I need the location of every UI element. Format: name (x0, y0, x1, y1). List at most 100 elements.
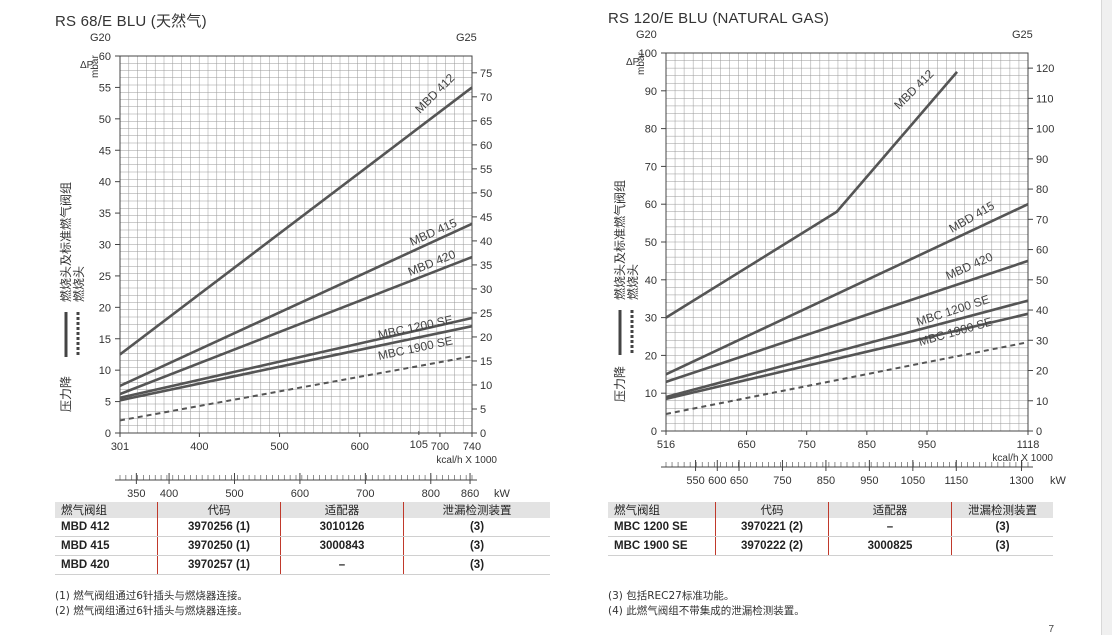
x-axis: 516 650 750 850 950 105 1118 (410, 431, 1040, 451)
legend-solid-label: 燃烧头及标准燃气阀组 (612, 180, 627, 300)
x2-tick-label: 600 (708, 475, 726, 487)
cell-valve: MBD 415 (55, 536, 158, 556)
x2-tick-label: 800 (422, 488, 440, 500)
right-chart-title: RS 120/E BLU (NATURAL GAS) (608, 10, 830, 27)
x-tick-label: 950 (918, 439, 936, 451)
y-axis: 0 10 20 30 40 50 60 70 80 90 100 (639, 48, 666, 438)
y-tick-label: 10 (645, 388, 657, 400)
legend-dashed-label: 燃烧头 (71, 266, 86, 302)
y2-tick-label: 25 (480, 308, 492, 320)
y2-tick-label: 60 (1036, 245, 1048, 257)
legend-dashed-label: 燃烧头 (625, 264, 640, 300)
cell-code: 3970256 (1) (157, 518, 281, 537)
left-chart: 0510152025303540455055600510152025303540… (58, 32, 511, 500)
y2-tick-label: 55 (480, 164, 492, 176)
table-row: MBD 415 3970250 (1) 3000843 (3) (55, 536, 550, 556)
x2-tick-label: 850 (817, 475, 835, 487)
cell-code: 3970257 (1) (157, 555, 281, 575)
x2-tick-label: 350 (127, 488, 145, 500)
y-tick-label: 0 (105, 428, 111, 440)
left-note-1: (1) 燃气阀组通过6针插头与燃烧器连接。 (55, 590, 248, 602)
y2-tick-label: 20 (1036, 366, 1048, 378)
x2-axis: 350 400 500 600 700 800 860 (115, 473, 479, 500)
y-tick-label: 15 (99, 334, 111, 346)
y2-tick-label: 90 (1036, 154, 1048, 166)
x2-tick-label: 600 (291, 488, 309, 500)
y2-tick-label: 20 (480, 332, 492, 344)
y2-tick-label: 0 (480, 428, 486, 440)
x-axis-title: kcal/h X 1000 (436, 455, 497, 466)
y2-tick-label: 50 (1036, 275, 1048, 287)
series-line-mbd-412 (665, 71, 959, 319)
y-tick-label: 40 (645, 275, 657, 287)
dp-label: ΔP (626, 57, 640, 68)
cell-valve: MBC 1200 SE (608, 518, 716, 537)
y2-tick-label: 120 (1036, 63, 1054, 75)
y-tick-label: 80 (645, 124, 657, 136)
cell-valve: MBD 420 (55, 555, 158, 575)
cell-leak: (3) (403, 555, 550, 575)
table-header-row: 燃气阀组 代码 适配器 泄漏检测装置 (55, 502, 550, 518)
header-adapter: 适配器 (828, 502, 952, 518)
y-tick-label: 30 (645, 313, 657, 325)
cell-leak: (3) (403, 518, 550, 537)
right-note-3: (3) 包括REC27标准功能。 (608, 590, 735, 602)
x-tick-label: 105 (410, 439, 428, 451)
g20-label: G20 (90, 32, 111, 44)
y2-tick-label: 45 (480, 212, 492, 224)
series-line-mbd-412 (119, 86, 473, 356)
left-note-2: (2) 燃气阀组通过6针插头与燃烧器连接。 (55, 605, 248, 617)
header-valve: 燃气阀组 (608, 502, 716, 518)
header-adapter: 适配器 (280, 502, 404, 518)
table-row: MBC 1900 SE 3970222 (2) 3000825 (3) (608, 536, 1053, 556)
x-axis: 301 400 500 600 700 740 (111, 433, 481, 453)
series-line-mbd-415 (665, 203, 1029, 376)
y-tick-label: 25 (99, 271, 111, 283)
x2-tick-label: 750 (773, 475, 791, 487)
series-line-burner-head (119, 355, 473, 422)
cell-valve: MBD 412 (55, 518, 158, 537)
x2-tick-label: 1050 (901, 475, 925, 487)
dp-label: ΔP (80, 60, 94, 71)
series-line-mbd-420 (119, 255, 473, 396)
x-tick-label: 1118 (1017, 439, 1040, 451)
legend-axis-label: 压力降 (59, 376, 73, 412)
x-tick-label: 600 (351, 441, 369, 453)
unit-label: mbar (90, 55, 101, 78)
series-line-mbd-415 (119, 222, 473, 388)
series-label: MBD 420 (944, 249, 996, 282)
y2-tick-label: 80 (1036, 184, 1048, 196)
g25-label: G25 (456, 32, 477, 44)
x-axis-title: kcal/h X 1000 (992, 453, 1053, 464)
left-chart-title: RS 68/E BLU (天然气) (55, 13, 207, 30)
y-tick-label: 20 (99, 302, 111, 314)
y2-tick-label: 40 (480, 236, 492, 248)
y2-tick-label: 110 (1036, 93, 1054, 105)
table-row: MBD 412 3970256 (1) 3010126 (3) (55, 518, 550, 537)
cell-adapter: – (828, 518, 952, 537)
y2-tick-label: 75 (480, 68, 492, 80)
y2-tick-label: 100 (1036, 124, 1054, 136)
x2-tick-label: 650 (730, 475, 748, 487)
x2-tick-label: 500 (225, 488, 243, 500)
y-tick-label: 70 (645, 161, 657, 173)
cell-valve: MBC 1900 SE (608, 536, 716, 556)
header-valve: 燃气阀组 (55, 502, 158, 518)
series-line-mbd-420 (665, 259, 1029, 384)
cell-leak: (3) (403, 536, 550, 556)
cell-adapter: 3010126 (280, 518, 404, 537)
x-tick-label: 750 (798, 439, 816, 451)
legend-axis-label: 压力降 (613, 366, 627, 402)
g25-label: G25 (1012, 29, 1033, 41)
cell-code: 3970221 (2) (715, 518, 829, 537)
y2-tick-label: 10 (480, 380, 492, 392)
x-tick-label: 400 (190, 441, 208, 453)
table-header-row: 燃气阀组 代码 适配器 泄漏检测装置 (608, 502, 1053, 518)
unit-label: mbar (636, 52, 647, 75)
y2-tick-label: 40 (1036, 305, 1048, 317)
y2-tick-label: 10 (1036, 396, 1048, 408)
y2-axis: 0 10 20 30 40 50 60 70 80 90 100 110 120 (1028, 63, 1054, 438)
x-tick-label: 650 (737, 439, 755, 451)
cell-adapter: – (280, 555, 404, 575)
